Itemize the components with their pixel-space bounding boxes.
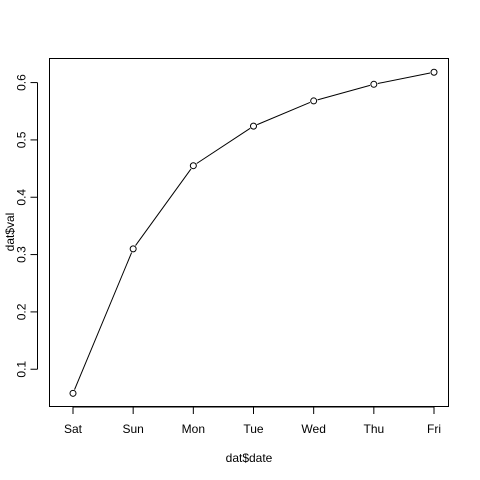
data-point-sun bbox=[129, 245, 137, 253]
data-point-tue bbox=[250, 122, 257, 130]
data-point-mon bbox=[189, 162, 197, 170]
y-tick-label-5: 0.6 bbox=[15, 74, 29, 91]
y-tick-label-4: 0.5 bbox=[15, 131, 29, 148]
y-tick-label-1: 0.2 bbox=[15, 303, 29, 320]
y-tick-label-3: 0.4 bbox=[15, 189, 29, 206]
y-tick-label-0: 0.1 bbox=[15, 361, 29, 378]
data-point-fri bbox=[430, 68, 438, 76]
line-segment-1 bbox=[135, 168, 192, 246]
x-tick-label-thu: Thu bbox=[363, 422, 384, 436]
y-axis-title: dat$val bbox=[3, 213, 17, 252]
x-tick-label-sat: Sat bbox=[64, 422, 83, 436]
x-tick-label-tue: Tue bbox=[243, 422, 264, 436]
line-segment-0 bbox=[74, 252, 133, 390]
line-segment-4 bbox=[317, 84, 371, 101]
x-axis-title: dat$date bbox=[226, 451, 273, 465]
x-tick-label-mon: Mon bbox=[182, 422, 205, 436]
line-segment-3 bbox=[256, 102, 311, 126]
data-point-thu bbox=[370, 80, 378, 88]
x-tick-label-sun: Sun bbox=[122, 422, 143, 436]
line-segment-2 bbox=[196, 127, 251, 164]
x-axis: Sat Sun Mon Tue Wed Thu Fri bbox=[64, 406, 441, 436]
y-tick-label-2: 0.3 bbox=[15, 246, 29, 263]
plot-frame bbox=[49, 58, 449, 407]
line-segment-5 bbox=[377, 72, 431, 85]
series-line bbox=[69, 68, 438, 397]
x-tick-label-wed: Wed bbox=[301, 422, 325, 436]
data-point-wed bbox=[310, 97, 318, 105]
x-tick-label-fri: Fri bbox=[427, 422, 441, 436]
data-point-sat bbox=[69, 389, 77, 397]
y-axis: 0.1 0.2 0.3 0.4 0.5 0.6 bbox=[15, 74, 38, 378]
